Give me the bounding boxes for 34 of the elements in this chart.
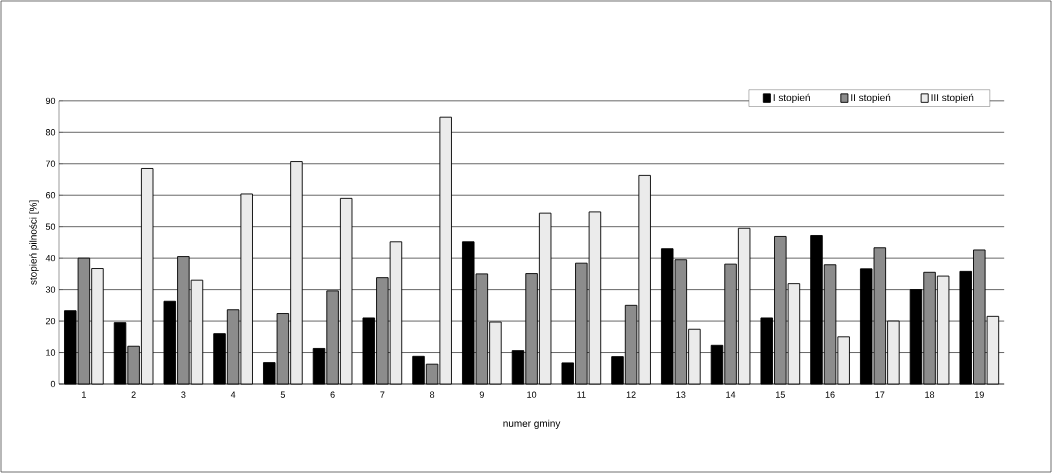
x-tick-label: 10 [527, 391, 537, 398]
y-tick-label: 60 [45, 192, 56, 199]
x-tick-label: 18 [925, 391, 935, 398]
x-tick-label: 8 [429, 391, 435, 398]
x-tick-label: 7 [380, 391, 385, 398]
y-tick-label: 80 [45, 129, 56, 136]
legend-label: I stopień [773, 93, 810, 104]
x-tick-label: 13 [676, 391, 686, 398]
y-tick-label: 70 [45, 160, 56, 167]
x-tick-label: 3 [181, 391, 186, 398]
x-tick-label: 1 [82, 391, 86, 398]
x-tick-label: 17 [875, 391, 885, 398]
legend-label: II stopień [851, 93, 891, 104]
x-tick-label: 5 [280, 391, 285, 398]
y-tick-label: 90 [45, 97, 56, 105]
x-tick-label: 11 [577, 391, 586, 398]
x-tick-label: 2 [131, 391, 136, 398]
y-tick-label: 10 [46, 349, 56, 356]
x-tick-label: 12 [626, 391, 636, 398]
x-axis-title: numer gminy [503, 419, 561, 429]
legend-label: III stopień [931, 93, 974, 104]
y-tick-label: 40 [45, 254, 56, 262]
x-tick-label: 6 [330, 391, 335, 398]
x-tick-label: 19 [975, 391, 984, 398]
y-tick-label: 20 [45, 317, 56, 325]
y-tick-label: 0 [50, 380, 56, 388]
x-tick-label: 16 [825, 391, 835, 398]
y-tick-label: 50 [45, 223, 56, 230]
x-tick-label: 15 [776, 391, 785, 398]
x-tick-label: 9 [479, 391, 484, 398]
x-tick-label: 14 [726, 391, 736, 398]
x-tick-label: 4 [230, 391, 236, 398]
y-axis-title: stopień pilności [%] [29, 200, 39, 285]
y-tick-label: 30 [45, 286, 56, 293]
